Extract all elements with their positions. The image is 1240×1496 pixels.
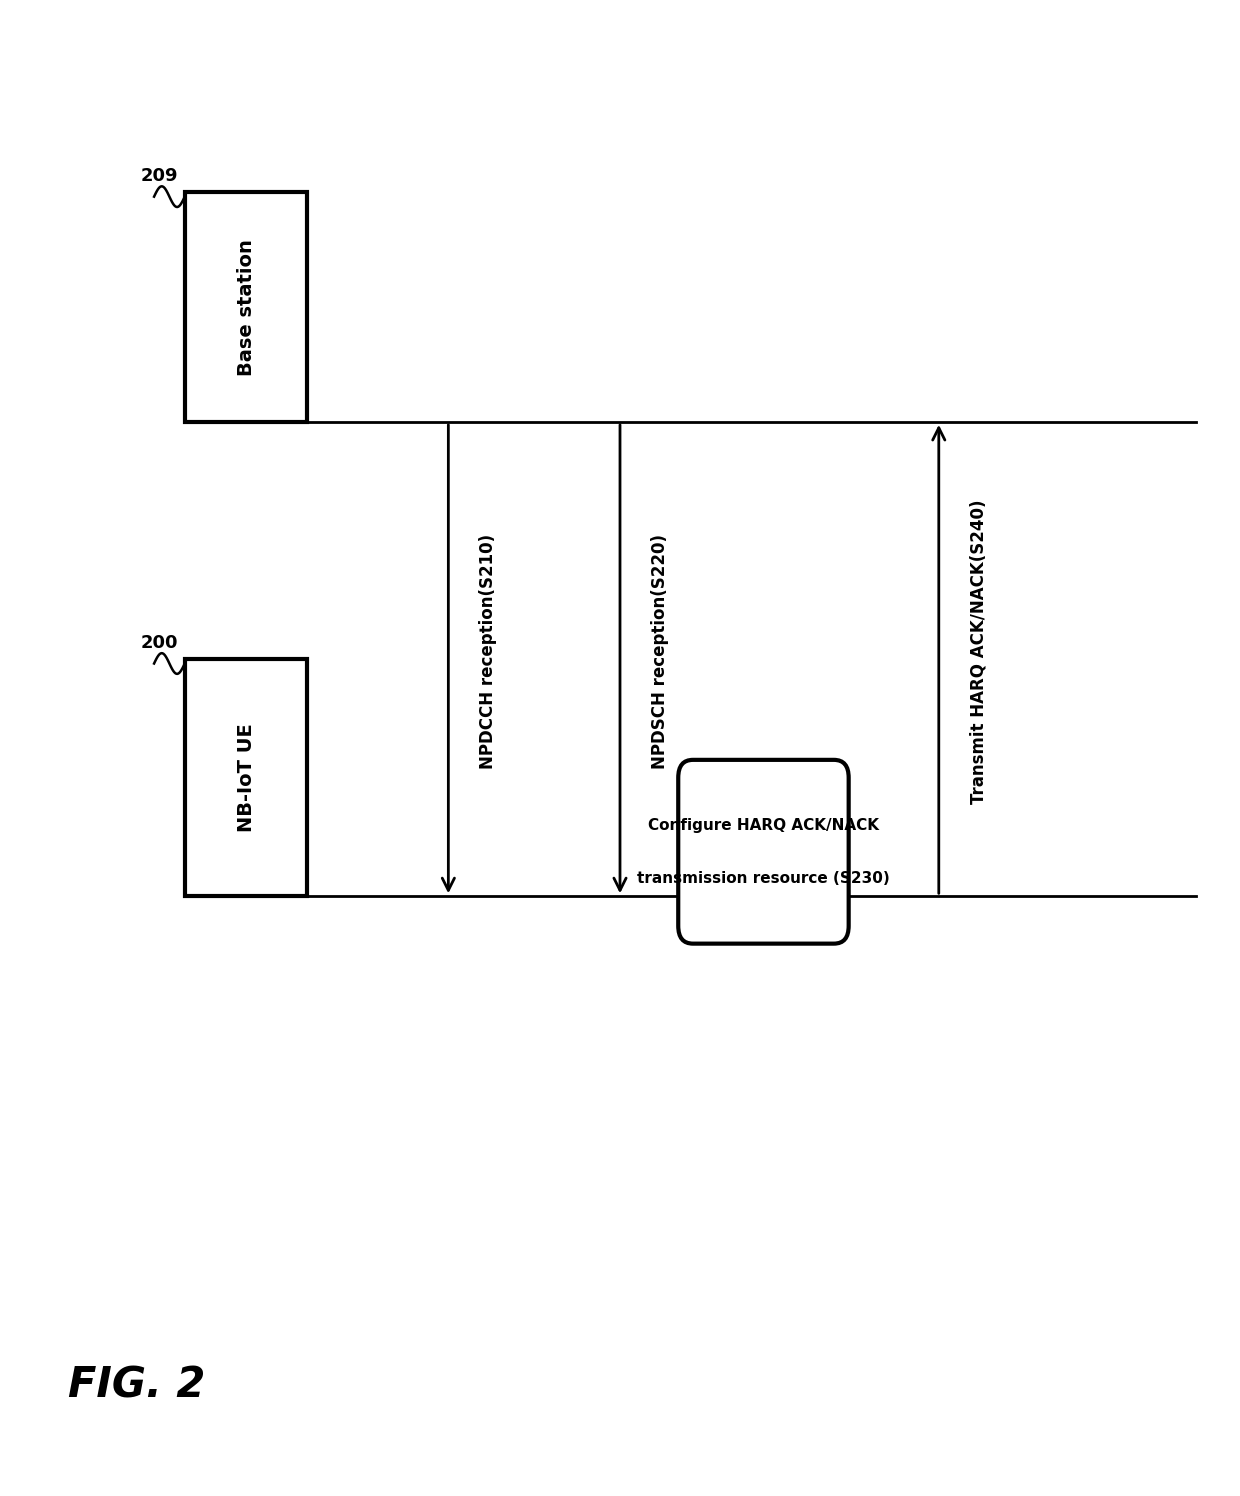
- Text: 200: 200: [141, 634, 179, 652]
- FancyBboxPatch shape: [185, 660, 308, 896]
- Text: NPDSCH reception(S220): NPDSCH reception(S220): [651, 534, 668, 769]
- Text: 209: 209: [141, 166, 179, 186]
- Text: transmission resource (S230): transmission resource (S230): [637, 871, 890, 886]
- Text: Transmit HARQ ACK/NACK(S240): Transmit HARQ ACK/NACK(S240): [970, 500, 987, 803]
- FancyBboxPatch shape: [185, 191, 308, 422]
- Text: Base station: Base station: [237, 239, 255, 375]
- Text: Configure HARQ ACK/NACK: Configure HARQ ACK/NACK: [649, 818, 879, 833]
- Text: NPDCCH reception(S210): NPDCCH reception(S210): [479, 534, 497, 769]
- FancyBboxPatch shape: [678, 760, 848, 944]
- Text: NB-IoT UE: NB-IoT UE: [237, 723, 255, 832]
- Text: FIG. 2: FIG. 2: [68, 1364, 206, 1406]
